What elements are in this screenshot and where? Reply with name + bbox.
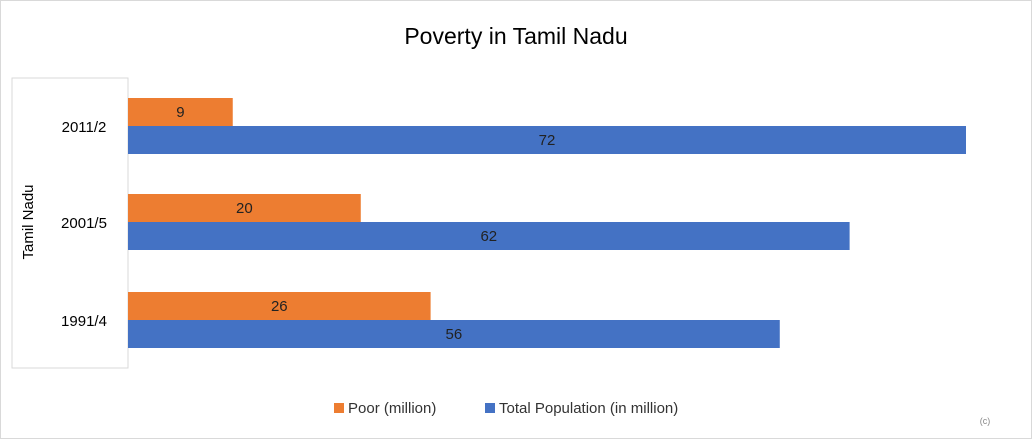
bar-total-population — [128, 126, 966, 154]
data-label: 20 — [236, 200, 253, 217]
category-label: 1991/4 — [61, 313, 107, 330]
data-label: 56 — [446, 326, 463, 343]
legend-swatch — [485, 403, 495, 413]
data-label: 9 — [176, 104, 184, 121]
legend-label: Poor (million) — [348, 400, 436, 417]
bar-poor — [128, 98, 233, 126]
data-label: 26 — [271, 298, 288, 315]
chart-title: Poverty in Tamil Nadu — [404, 23, 627, 49]
data-label: 72 — [539, 132, 556, 149]
data-label: 62 — [480, 228, 497, 245]
y-axis-title: Tamil Nadu — [20, 184, 37, 259]
watermark: (c) — [980, 416, 991, 426]
legend-label: Total Population (in million) — [499, 400, 678, 417]
bar-total-population — [128, 222, 850, 250]
bar-poor — [128, 292, 431, 320]
bar-poor — [128, 194, 361, 222]
bar-total-population — [128, 320, 780, 348]
category-label: 2001/5 — [61, 215, 107, 232]
legend-swatch — [334, 403, 344, 413]
category-label: 2011/2 — [62, 119, 107, 136]
